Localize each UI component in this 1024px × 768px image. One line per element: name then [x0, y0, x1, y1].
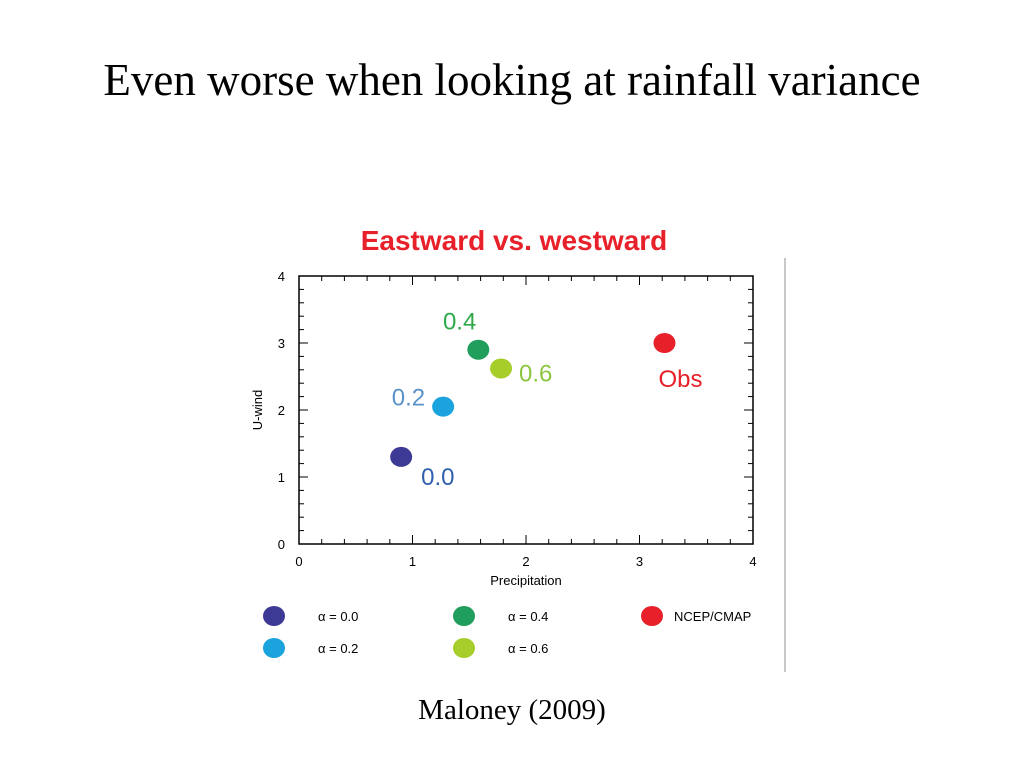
x-tick-label: 1: [409, 554, 416, 569]
x-tick-label: 4: [749, 554, 756, 569]
plot-frame: [298, 275, 754, 545]
chart-title: Eastward vs. westward: [361, 225, 668, 256]
y-tick-label: 3: [278, 336, 285, 351]
y-tick-label: 4: [278, 269, 285, 284]
scatter-chart: Eastward vs. westward 0 1 2 3 4 0 1 2 3 4 Precipi…: [250, 225, 757, 658]
x-axis-label: Precipitation: [490, 573, 562, 588]
legend-marker: [263, 638, 285, 658]
point-label: 0.6: [519, 360, 552, 387]
panel-divider: [784, 258, 786, 672]
tick-labels: 0 1 2 3 4 0 1 2 3 4: [278, 269, 757, 569]
x-tick-label: 3: [636, 554, 643, 569]
data-point: [432, 396, 455, 417]
legend-marker: [453, 638, 475, 658]
x-tick-label: 0: [295, 554, 302, 569]
legend-label: α = 0.0: [318, 609, 358, 624]
point-label: 0.2: [392, 385, 425, 412]
figure-panel: [240, 210, 786, 674]
data-points: [390, 333, 676, 467]
point-label: 0.0: [421, 464, 454, 491]
point-label: 0.4: [443, 309, 476, 336]
point-label: Obs: [658, 366, 702, 393]
point-labels: 0.0 0.2 0.4 0.6 Obs: [392, 309, 703, 491]
data-point: [653, 333, 676, 353]
legend-marker: [641, 606, 663, 626]
legend-label: α = 0.6: [508, 641, 548, 656]
y-axis-label: U-wind: [250, 390, 265, 430]
legend-marker: [453, 606, 475, 626]
figure-credit: Maloney (2009): [418, 694, 606, 726]
legend-label: α = 0.2: [318, 641, 358, 656]
legend-marker: [263, 606, 285, 626]
y-tick-label: 2: [278, 403, 285, 418]
legend-label: NCEP/CMAP: [674, 609, 751, 624]
legend-label: α = 0.4: [508, 609, 548, 624]
slide-title: Even worse when looking at rainfall vari…: [103, 55, 921, 105]
legend: α = 0.0 α = 0.2 α = 0.4 α = 0.6 NCEP/CMAP: [263, 606, 751, 658]
data-point: [467, 339, 490, 360]
data-point: [490, 358, 513, 379]
y-tick-label: 1: [278, 470, 285, 485]
axis-ticks: [299, 276, 753, 544]
data-point: [390, 446, 413, 467]
x-tick-label: 2: [522, 554, 529, 569]
y-tick-label: 0: [278, 537, 285, 552]
